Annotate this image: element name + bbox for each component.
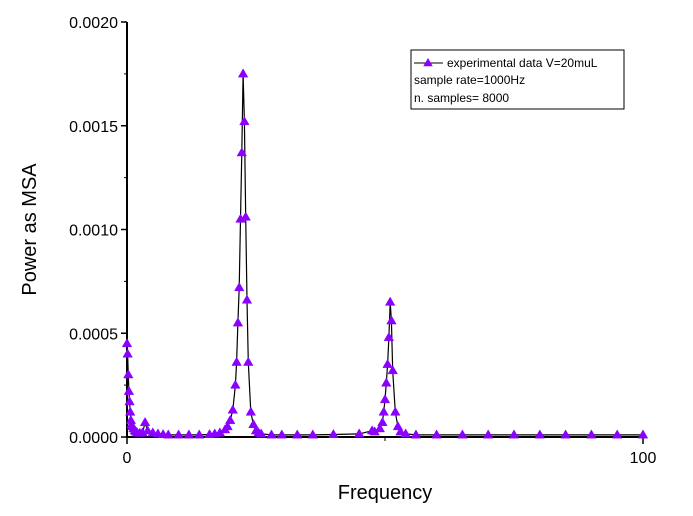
data-point-65 [390,406,401,416]
data-point-0 [121,338,133,348]
data-point-58 [379,394,391,404]
legend-note-sample-rate: sample rate=1000Hz [414,73,525,87]
data-point-32 [231,356,242,366]
data-point-36 [236,147,247,157]
data-point-38 [239,116,250,126]
data-point-70 [431,429,442,439]
data-point-48 [276,429,287,439]
data-point-55 [374,423,386,433]
data-point-71 [457,429,468,439]
data-point-41 [243,356,254,366]
y-axis-title: Power as MSA [19,163,41,296]
series-layer [121,68,649,439]
data-point-23 [194,429,205,439]
data-point-52 [354,428,365,438]
y-tick-label-4: 0.0020 [69,15,118,32]
data-point-78 [637,429,649,439]
data-point-30 [227,404,238,414]
data-point-72 [483,429,494,439]
y-tick-label-0: 0.0000 [69,430,118,447]
data-point-63 [386,315,397,325]
legend-note-n-samples: n. samples= 8000 [414,91,509,105]
data-point-40 [241,294,253,304]
data-point-39 [240,211,251,221]
data-point-5 [125,406,136,416]
data-point-77 [612,429,623,439]
x-tick-label-0: 0 [123,450,132,467]
data-point-60 [382,358,393,368]
data-point-62 [384,296,396,306]
data-point-47 [266,429,277,439]
data-point-57 [378,406,389,416]
data-point-69 [410,429,422,439]
data-point-28 [222,421,233,431]
y-tick-label-3: 0.0015 [69,119,118,136]
data-point-75 [560,429,571,439]
data-point-29 [225,414,236,424]
data-point-74 [534,429,545,439]
data-point-15 [139,416,151,426]
y-tick-label-1: 0.0005 [69,326,118,343]
data-point-4 [124,396,135,406]
y-axis: 0.0000 0.0005 0.0010 0.0015 0.0020 [69,15,127,447]
data-point-67 [395,426,406,436]
data-point-68 [400,428,411,438]
legend-box [410,49,625,110]
x-axis-title: Frequency [338,482,433,504]
legend-series-label: experimental data V=20muL [447,56,598,70]
data-point-42 [245,406,257,416]
data-point-16 [142,425,153,435]
data-point-64 [387,365,398,375]
data-point-20 [163,429,174,439]
data-point-33 [232,317,244,327]
data-point-56 [377,416,388,426]
legend-marker-triangle [423,58,433,67]
data-point-34 [234,282,245,292]
data-point-76 [586,429,597,439]
data-point-49 [292,429,303,439]
data-point-46 [255,428,267,438]
data-point-37 [237,68,249,78]
data-point-59 [381,377,392,387]
data-point-31 [230,379,241,389]
data-point-50 [307,429,318,439]
data-point-61 [383,331,395,341]
data-point-73 [508,429,520,439]
legend: experimental data V=20muL sample rate=10… [410,49,625,110]
data-point-21 [173,429,184,439]
data-point-22 [183,429,195,439]
data-point-3 [123,385,135,395]
data-point-43 [248,419,259,429]
x-tick-label-1: 100 [630,450,657,467]
x-axis: 0 100 [123,437,657,467]
data-point-1 [122,348,133,358]
data-point-51 [328,429,339,439]
data-point-2 [123,369,134,379]
y-tick-label-2: 0.0010 [69,223,118,240]
